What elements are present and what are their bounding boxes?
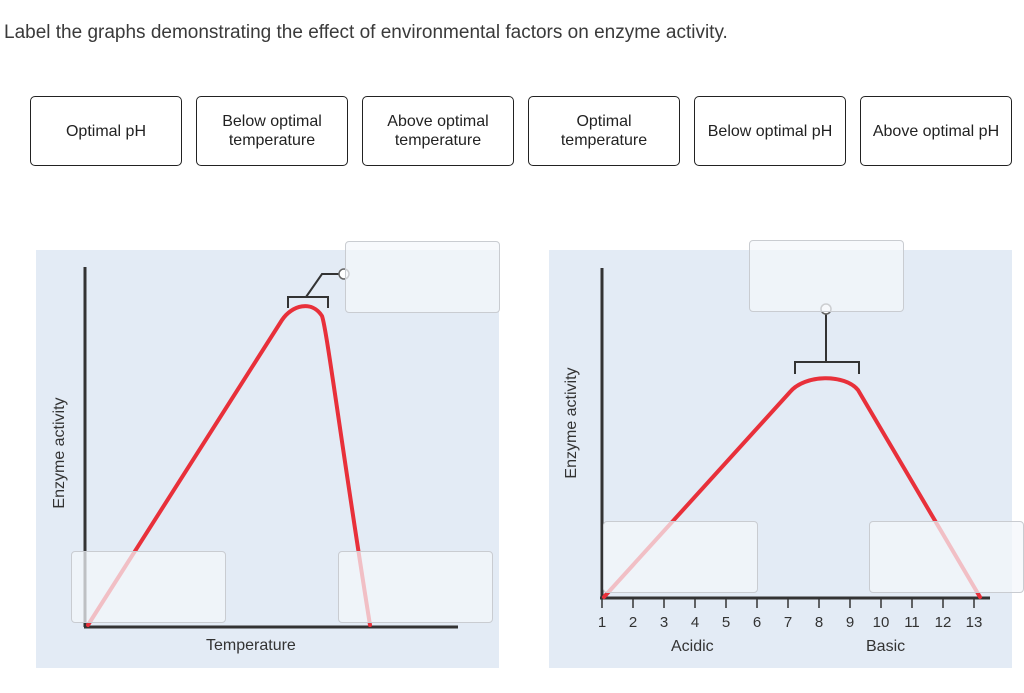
drop-zone-ph-above[interactable] [869,521,1024,593]
label-chip-below-optimal-temperature[interactable]: Below optimal temperature [196,96,348,166]
ph-tick-label: 13 [965,614,983,631]
ph-basic-label: Basic [866,638,906,655]
ph-tick-label: 4 [690,614,700,631]
ph-tick-label: 2 [628,614,638,631]
ph-tick-label: 3 [659,614,669,631]
temperature-activity-curve [86,304,372,627]
ph-y-axis-label: Enzyme activity [563,367,580,479]
ph-optimum-bracket [794,361,860,374]
drop-zone-ph-optimum[interactable] [749,240,904,312]
label-chip-optimal-ph[interactable]: Optimal pH [30,96,182,166]
ph-tick-label: 11 [904,614,920,631]
ph-tick-label: 7 [783,614,793,631]
temperature-x-axis-label: Temperature [206,637,296,654]
label-chip-above-optimal-ph[interactable]: Above optimal pH [860,96,1012,166]
ph-tick-label: 9 [845,614,855,631]
temperature-leader-line [305,273,340,298]
ph-tick-label: 12 [934,614,952,631]
ph-acidic-label: Acidic [671,638,714,655]
question-instruction: Label the graphs demonstrating the effec… [4,22,728,43]
ph-tick-label: 1 [597,614,607,631]
temperature-y-axis-label: Enzyme activity [51,397,68,509]
temperature-optimum-bracket [287,296,329,308]
ph-tick-label: 5 [721,614,731,631]
label-chip-below-optimal-ph[interactable]: Below optimal pH [694,96,846,166]
ph-tick-label: 8 [814,614,824,631]
label-chip-optimal-temperature[interactable]: Optimal temperature [528,96,680,166]
label-chip-above-optimal-temperature[interactable]: Above optimal temperature [362,96,514,166]
ph-x-ticks [601,598,975,608]
drop-zone-ph-below[interactable] [603,521,758,593]
ph-tick-label: 6 [752,614,762,631]
ph-tick-label: 10 [872,614,890,631]
drop-zone-temperature-optimum[interactable] [345,241,500,313]
drop-zone-temperature-below[interactable] [71,551,226,623]
ph-activity-curve [602,376,982,599]
drop-zone-temperature-above[interactable] [338,551,493,623]
